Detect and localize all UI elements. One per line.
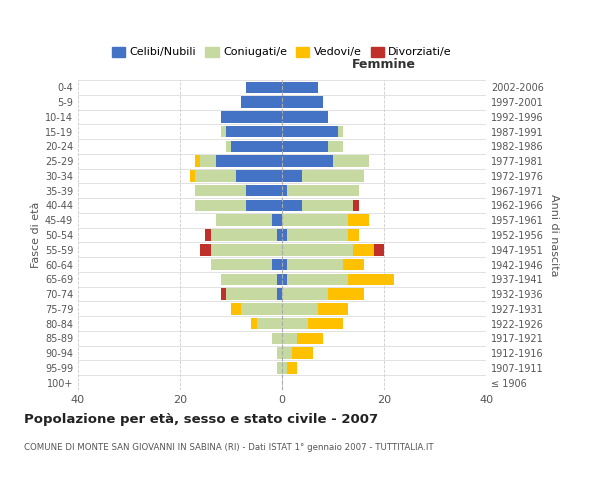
Bar bbox=[343, 259, 364, 270]
Bar bbox=[328, 288, 364, 300]
Bar bbox=[374, 244, 384, 256]
Bar bbox=[282, 348, 292, 359]
Bar bbox=[282, 362, 287, 374]
Bar bbox=[277, 362, 282, 374]
Bar bbox=[282, 185, 287, 196]
Bar bbox=[196, 200, 247, 211]
Bar bbox=[282, 303, 318, 314]
Bar bbox=[226, 140, 231, 152]
Bar bbox=[196, 170, 236, 181]
Bar bbox=[216, 156, 282, 167]
Bar bbox=[282, 126, 338, 138]
Legend: Celibi/Nubili, Coniugati/e, Vedovi/e, Divorziati/e: Celibi/Nubili, Coniugati/e, Vedovi/e, Di… bbox=[107, 42, 457, 62]
Y-axis label: Fasce di età: Fasce di età bbox=[31, 202, 41, 268]
Bar bbox=[282, 274, 287, 285]
Bar bbox=[196, 156, 200, 167]
Bar bbox=[216, 214, 272, 226]
Bar bbox=[221, 274, 277, 285]
Bar bbox=[277, 274, 282, 285]
Bar bbox=[231, 303, 241, 314]
Bar bbox=[226, 126, 282, 138]
Bar bbox=[221, 111, 282, 122]
Bar bbox=[282, 259, 287, 270]
Bar bbox=[272, 332, 282, 344]
Y-axis label: Anni di nascita: Anni di nascita bbox=[549, 194, 559, 276]
Bar bbox=[247, 82, 282, 93]
Bar bbox=[211, 244, 282, 256]
Bar bbox=[277, 348, 282, 359]
Bar bbox=[287, 274, 349, 285]
Bar bbox=[292, 348, 313, 359]
Bar bbox=[221, 126, 226, 138]
Bar bbox=[353, 200, 359, 211]
Bar bbox=[282, 214, 349, 226]
Bar bbox=[231, 140, 282, 152]
Bar bbox=[282, 140, 328, 152]
Bar bbox=[277, 229, 282, 241]
Bar bbox=[221, 288, 226, 300]
Bar bbox=[287, 185, 359, 196]
Bar bbox=[190, 170, 196, 181]
Bar bbox=[196, 185, 247, 196]
Text: Femmine: Femmine bbox=[352, 58, 416, 70]
Bar bbox=[349, 214, 369, 226]
Bar bbox=[282, 229, 287, 241]
Bar bbox=[353, 244, 374, 256]
Bar bbox=[282, 96, 323, 108]
Bar bbox=[282, 170, 302, 181]
Bar bbox=[272, 259, 282, 270]
Bar bbox=[282, 332, 298, 344]
Bar bbox=[287, 362, 298, 374]
Bar bbox=[318, 303, 349, 314]
Bar bbox=[282, 156, 333, 167]
Bar bbox=[200, 244, 211, 256]
Bar bbox=[302, 200, 353, 211]
Bar bbox=[277, 288, 282, 300]
Bar bbox=[236, 170, 282, 181]
Bar bbox=[282, 200, 302, 211]
Bar bbox=[282, 111, 328, 122]
Bar bbox=[272, 214, 282, 226]
Bar bbox=[257, 318, 282, 330]
Bar bbox=[298, 332, 323, 344]
Bar bbox=[333, 156, 369, 167]
Bar bbox=[349, 229, 359, 241]
Bar bbox=[247, 200, 282, 211]
Bar bbox=[282, 318, 308, 330]
Bar bbox=[241, 303, 282, 314]
Text: Popolazione per età, sesso e stato civile - 2007: Popolazione per età, sesso e stato civil… bbox=[24, 412, 378, 426]
Bar bbox=[308, 318, 343, 330]
Bar bbox=[200, 156, 216, 167]
Bar bbox=[282, 288, 328, 300]
Bar bbox=[211, 259, 272, 270]
Bar bbox=[251, 318, 257, 330]
Bar bbox=[349, 274, 394, 285]
Bar bbox=[282, 244, 353, 256]
Bar bbox=[206, 229, 211, 241]
Bar bbox=[328, 140, 343, 152]
Text: COMUNE DI MONTE SAN GIOVANNI IN SABINA (RI) - Dati ISTAT 1° gennaio 2007 - TUTTI: COMUNE DI MONTE SAN GIOVANNI IN SABINA (… bbox=[24, 442, 434, 452]
Bar bbox=[282, 82, 318, 93]
Bar bbox=[226, 288, 277, 300]
Bar bbox=[287, 229, 349, 241]
Bar bbox=[247, 185, 282, 196]
Bar bbox=[302, 170, 364, 181]
Bar bbox=[211, 229, 277, 241]
Bar bbox=[241, 96, 282, 108]
Bar bbox=[287, 259, 343, 270]
Bar bbox=[338, 126, 343, 138]
